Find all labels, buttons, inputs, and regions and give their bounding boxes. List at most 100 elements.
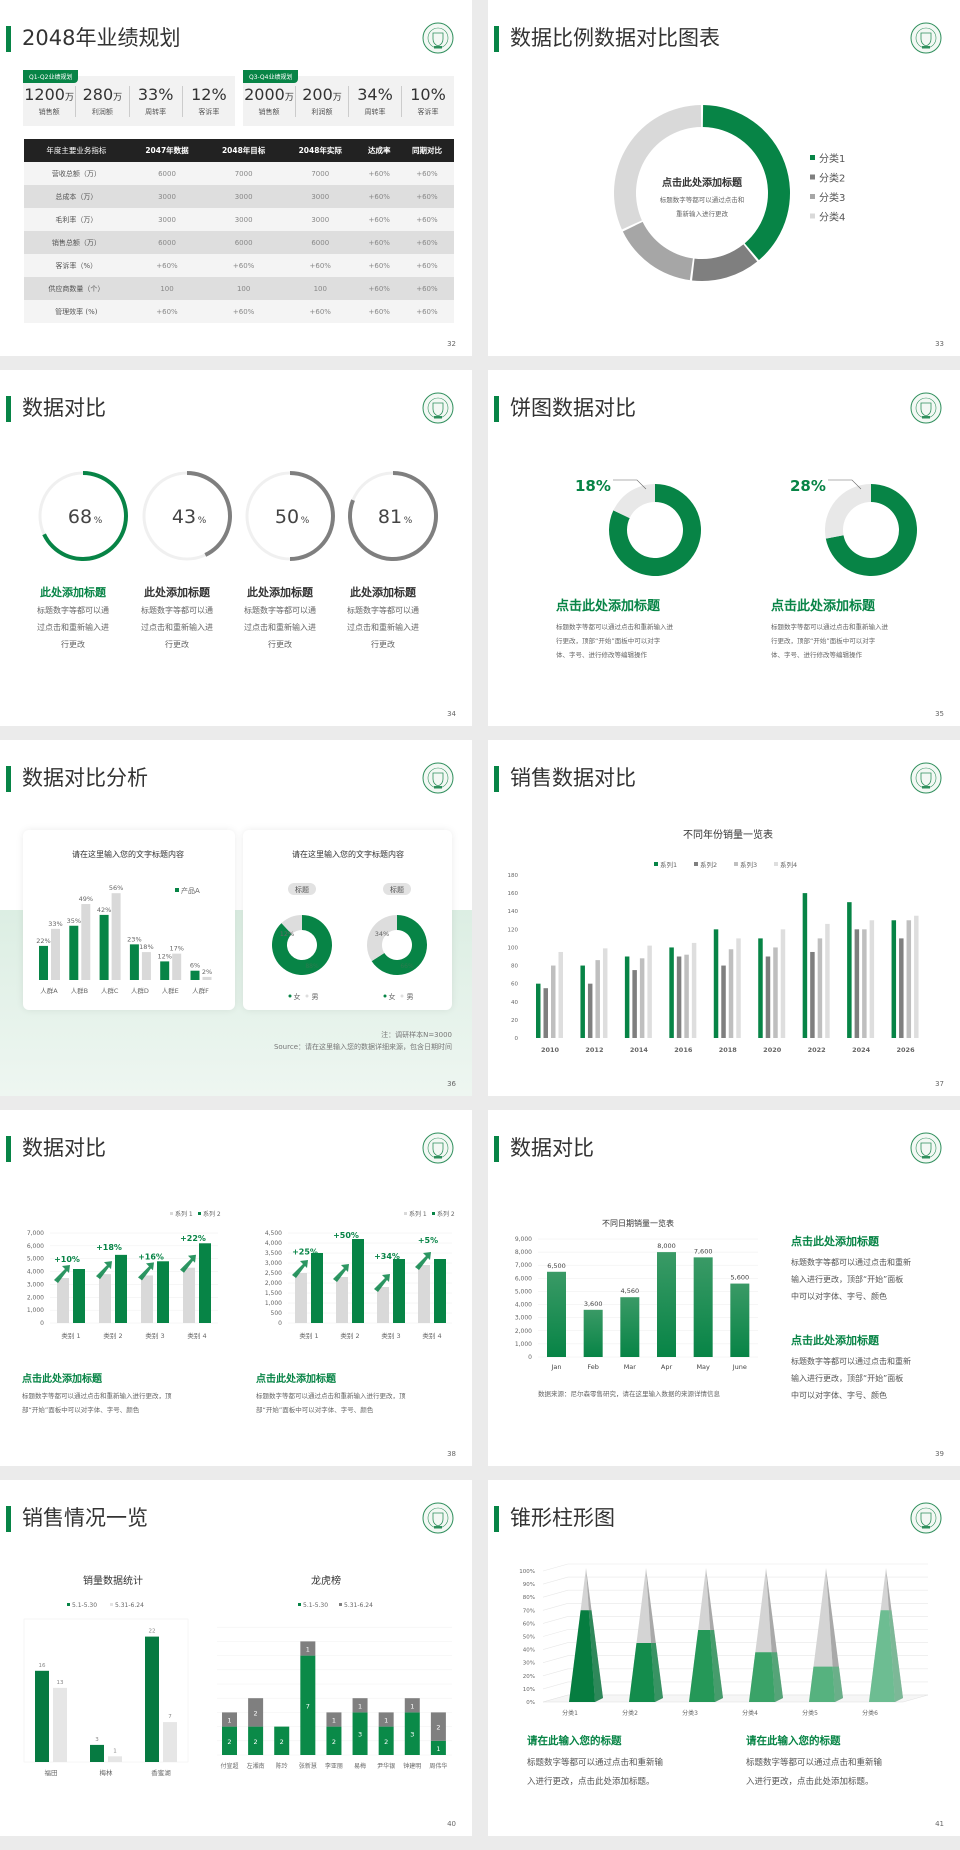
- legend-swatch: [170, 1212, 173, 1215]
- donut-slice-female: [371, 915, 428, 975]
- item-text: 体、字号、进行修改等编辑操作: [771, 650, 863, 659]
- y-tick-label: 6,000: [515, 1275, 532, 1282]
- item-text: 标题数字等都可以通: [37, 605, 109, 615]
- bar-系列3: [639, 958, 645, 1038]
- y-tick-label: 70%: [523, 1608, 535, 1614]
- x-tick-label: 类别 2: [340, 1331, 359, 1340]
- item-heading: 此处添加标题: [247, 585, 314, 599]
- data-label: 2: [254, 1709, 258, 1717]
- row-label: 总成本（万）: [24, 185, 129, 208]
- item-text: 入进行更改，点击此处添加标题。: [527, 1776, 655, 1787]
- slide-34[interactable]: 68% 此处添加标题 标题数字等都可以通 过点击和重新输入进 行更改 43% 此处添加标题标…: [0, 370, 472, 726]
- slide-41[interactable]: 0% 10% 20% 30% 40% 50% 60% 70% 80% 90% 100% 分类1 分类2 分…: [488, 1480, 960, 1836]
- stat-value: 10%: [410, 85, 446, 104]
- percent-label: 18%: [575, 477, 611, 495]
- title-accent-bar: [6, 766, 11, 792]
- data-label: 1: [436, 1745, 440, 1753]
- y-tick-label: 1,000: [515, 1341, 532, 1348]
- slide-33[interactable]: 分类1 分类2 分类3 分类4 点击此处添加标题 标题数字等都可以通过点击和 重新输入进行更…: [488, 0, 960, 356]
- data-label: 1: [227, 1717, 231, 1725]
- column-header: 2047年数据: [128, 139, 206, 162]
- y-tick-label: 2,000: [515, 1328, 532, 1335]
- page-number: 41: [935, 1820, 944, 1828]
- ring-unit: %: [94, 516, 103, 526]
- growth-arrow-icon: [333, 1264, 349, 1282]
- slide-37[interactable]: 不同年份销量一览表 系列1 系列2 系列3 系列4 0 20 40 60 80 100 120 140 1…: [488, 740, 960, 1096]
- legend-label: 男: [312, 993, 319, 1001]
- stat-item: 10% 客诉率: [402, 86, 454, 117]
- title-pill: [288, 883, 316, 895]
- row-label: 管理效率 (%): [24, 300, 129, 323]
- legend-label: 5.1-5.30: [72, 1602, 97, 1609]
- bar-系列4: [602, 948, 608, 1038]
- q3-q4-stats: 2000万 销售额 200万 利润额 34% 周转率 10% 客诉率: [243, 83, 454, 120]
- stacked-bar-series-2: [404, 1698, 420, 1713]
- title-accent-bar: [494, 26, 499, 52]
- table-cell: 100: [205, 277, 282, 300]
- data-label: 7,600: [694, 1247, 713, 1255]
- donut-comparison: 18% 点击此处添加标题标题数字等都可以通过点击和重新输入进行更改，顶部“开始”面…: [556, 477, 917, 659]
- growth-label: +50%: [333, 1231, 359, 1240]
- x-tick-label: 分类1: [562, 1709, 578, 1717]
- y-tick-label: 60: [511, 982, 518, 988]
- x-tick-label: 李亚丽: [325, 1762, 343, 1770]
- title-accent-bar: [494, 766, 499, 792]
- item-text: 体、字号、进行修改等编辑操作: [556, 650, 648, 659]
- x-tick-label: 2012: [585, 1046, 603, 1054]
- slide-38[interactable]: 0 1,000 2,000 3,000 4,000 5,000 6,000 7,000 系列 1…: [0, 1110, 472, 1466]
- cone-1: [569, 1610, 603, 1702]
- stacked-bar-series-2: [248, 1698, 264, 1727]
- bar-value-label: 35%: [67, 917, 81, 925]
- item-text: 标题数字等都可以通: [141, 605, 213, 615]
- q1-q2-plan-box: Q1-Q2业绩规划 1200万 销售额 280万 利润额 33% 周转率 12% 客诉率: [23, 70, 235, 126]
- table-cell: +60%: [358, 277, 400, 300]
- bar-series-1: [295, 1273, 307, 1323]
- school-emblem-logo: [422, 392, 454, 424]
- item-text: 标题数字等都可以通: [347, 605, 419, 615]
- legend-label: 5.31-6.24: [344, 1602, 373, 1609]
- y-tick-label: 100: [508, 945, 519, 951]
- bar-value-label: 18%: [139, 943, 153, 951]
- slide-40[interactable]: 销量数据统计 5.1-5.30 5.31-6.24 16 13 福田 3 1 梅林 22 7 香蜜湖龙…: [0, 1480, 472, 1836]
- item-text: 标题数字等都可以通: [244, 605, 316, 615]
- cone-value-front: [749, 1652, 775, 1702]
- stat-label: 利润额: [311, 108, 333, 116]
- x-tick-label: 2018: [719, 1046, 738, 1054]
- stat-item: 34% 周转率: [349, 86, 402, 117]
- item-text: 入进行更改，点击此处添加标题。: [746, 1776, 874, 1787]
- stat-label: 周转率: [364, 108, 386, 116]
- bar-系列3: [684, 954, 689, 1038]
- slide-32[interactable]: 2048年业绩规划 Q1-Q2业绩规划 1200万 销售额 280万 利润额 33% 周转…: [0, 0, 472, 356]
- x-tick-label: June: [732, 1363, 747, 1371]
- y-tick-label: 0: [278, 1320, 282, 1327]
- table-cell: 7000: [281, 162, 359, 185]
- slice-label: 66%: [400, 963, 414, 970]
- x-tick-label: Apr: [661, 1363, 673, 1371]
- table-cell: 3000: [128, 185, 206, 208]
- pill-label: 标题: [390, 885, 404, 894]
- stacked-bar-series-1: [430, 1740, 446, 1755]
- slide-39[interactable]: 不同日期销量一览表 0 1,000 2,000 3,000 4,000 5,000 6,000…: [488, 1110, 960, 1466]
- gridline-depth: [542, 1668, 569, 1677]
- slide-35[interactable]: 18% 点击此处添加标题 标题数字等都可以通过点击和重新输入进 行更改，顶部“开始”面…: [488, 370, 960, 726]
- category-label: 人群A: [40, 986, 58, 995]
- bar-series-2: [81, 904, 91, 980]
- bar-系列4: [825, 923, 830, 1038]
- x-tick-label: 类别 3: [145, 1331, 164, 1340]
- row-label: 销售总额（万）: [24, 231, 129, 254]
- bar-series-2: [51, 928, 60, 980]
- bar-series-2: [311, 1253, 323, 1323]
- bar-value-label: 17%: [169, 945, 183, 953]
- x-tick-label: 2016: [674, 1046, 693, 1054]
- slide-36[interactable]: 请在这里输入您的文字标题内容 请在这里输入您的文字标题内容 22% 33% 人群A 35%…: [0, 740, 472, 1096]
- y-tick-label: 2,000: [27, 1294, 44, 1301]
- stacked-bar-series-1: [300, 1655, 316, 1755]
- legend-label: 5.31-6.24: [115, 1602, 144, 1609]
- bar-value-label: 49%: [79, 895, 93, 903]
- item-heading: 请在此输入您的标题: [746, 1734, 841, 1747]
- x-tick-label: 福田: [45, 1768, 58, 1777]
- bar-product-a: [39, 945, 48, 980]
- x-tick-label: Jan: [550, 1363, 561, 1371]
- y-tick-label: 40%: [523, 1648, 535, 1654]
- bar-May: [693, 1257, 713, 1357]
